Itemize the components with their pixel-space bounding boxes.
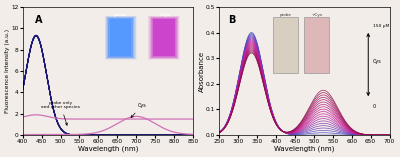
Text: probe only
and other species: probe only and other species	[41, 101, 80, 125]
Text: B: B	[228, 15, 235, 24]
X-axis label: Wavelength (nm): Wavelength (nm)	[78, 146, 138, 152]
Y-axis label: Fluorescence Intensity (a.u.): Fluorescence Intensity (a.u.)	[5, 29, 10, 113]
Y-axis label: Absorbance: Absorbance	[198, 50, 204, 92]
Text: 150 μM: 150 μM	[372, 24, 389, 27]
Text: 0: 0	[372, 104, 376, 109]
Text: Cys: Cys	[131, 103, 146, 117]
X-axis label: Wavelength (nm): Wavelength (nm)	[274, 146, 335, 152]
Text: Cys: Cys	[372, 60, 381, 65]
Text: A: A	[35, 15, 42, 24]
